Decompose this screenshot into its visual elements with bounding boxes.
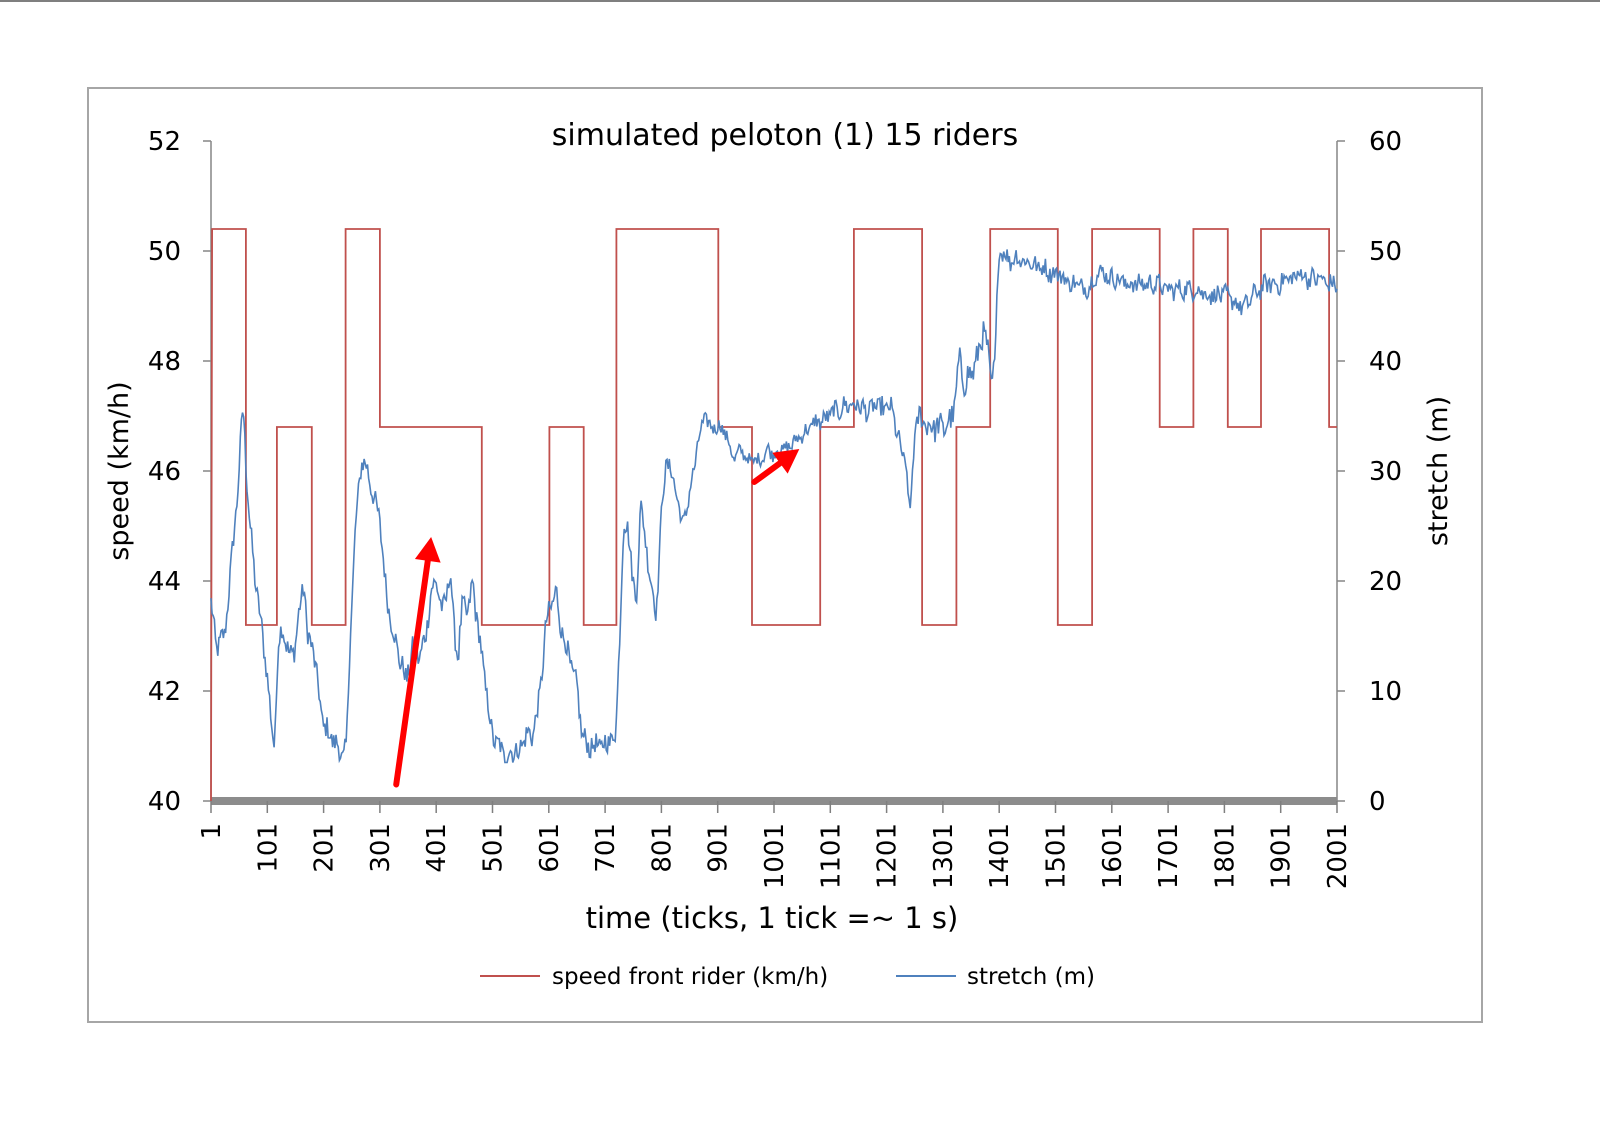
y-right-tick-label: 50 [1369, 237, 1402, 267]
x-tick-label: 1 [197, 823, 227, 840]
annotation-arrow-shaft [393, 557, 431, 788]
x-tick-label: 101 [253, 823, 283, 873]
x-tick-label: 501 [479, 823, 509, 873]
x-tick-label: 201 [310, 823, 340, 873]
x-tick-label: 401 [422, 823, 452, 873]
legend: speed front rider (km/h) stretch (m) [480, 964, 1095, 990]
legend-label-stretch: stretch (m) [967, 964, 1095, 990]
y-right-tick-label: 10 [1369, 677, 1402, 707]
annotation-arrow-shaft [751, 460, 783, 485]
y-left-tick-label: 50 [148, 237, 181, 267]
y-left-tick-label: 46 [148, 457, 181, 487]
y-axis-right-label: stretch (m) [1423, 396, 1454, 546]
x-tick-label: 2001 [1323, 823, 1353, 889]
x-tick-label: 701 [591, 823, 621, 873]
y-left-tick-label: 40 [148, 787, 181, 817]
x-tick-label: 1401 [985, 823, 1015, 889]
x-tick-label: 1501 [1042, 823, 1072, 889]
x-tick-label: 1701 [1154, 823, 1184, 889]
x-tick-label: 901 [704, 823, 734, 873]
y-left-tick-label: 42 [148, 677, 181, 707]
y-right-tick-label: 20 [1369, 567, 1402, 597]
y-left-tick-label: 52 [148, 127, 181, 157]
annotations [393, 449, 800, 788]
legend-label-speed: speed front rider (km/h) [552, 964, 828, 990]
x-tick-label: 301 [366, 823, 396, 873]
x-tick-label: 601 [535, 823, 565, 873]
x-tick-label: 1201 [873, 823, 903, 889]
y-axis-left-label: speed (km/h) [104, 381, 135, 560]
x-axis-label: time (ticks, 1 tick =~ 1 s) [586, 901, 959, 935]
y-right-tick-label: 60 [1369, 127, 1402, 157]
top-rule [0, 0, 1600, 2]
y-left-tick-label: 44 [148, 567, 181, 597]
x-tick-label: 1801 [1210, 823, 1240, 889]
y-right-tick-label: 40 [1369, 347, 1402, 377]
chart-frame [87, 87, 1483, 1023]
x-tick-label: 801 [647, 823, 677, 873]
x-tick-label: 1601 [1098, 823, 1128, 889]
y-left-tick-label: 48 [148, 347, 181, 377]
x-tick-label: 1101 [816, 823, 846, 889]
chart-title: simulated peloton (1) 15 riders [552, 118, 1018, 153]
series-speed-front-rider [210, 228, 1337, 802]
y-right-tick-label: 0 [1369, 787, 1386, 817]
annotation-arrow-head [414, 537, 441, 563]
annotation-arrow-head [772, 449, 800, 474]
y-right-tick-label: 30 [1369, 457, 1402, 487]
x-tick-label: 1001 [760, 823, 790, 889]
x-tick-label: 1301 [929, 823, 959, 889]
x-tick-label: 1901 [1267, 823, 1297, 889]
